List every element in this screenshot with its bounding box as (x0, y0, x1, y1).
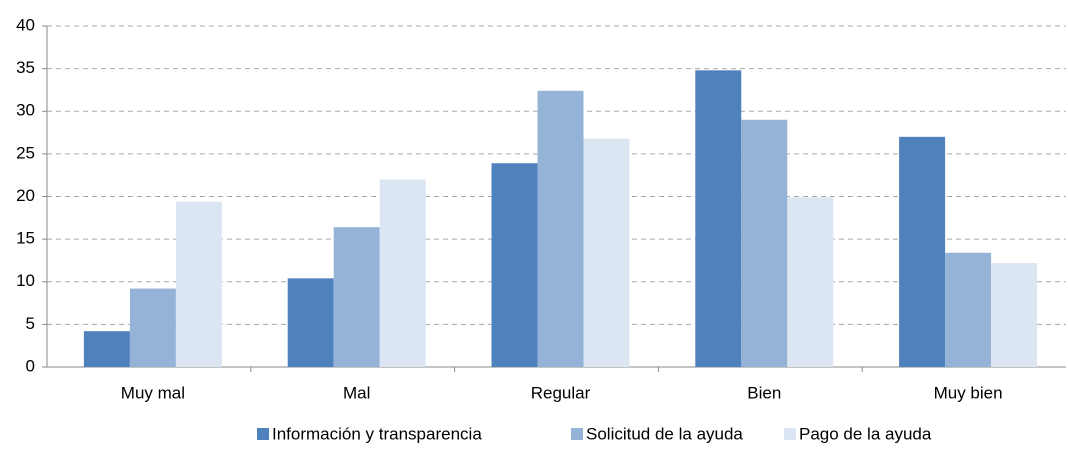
y-tick-label: 35 (16, 58, 35, 77)
legend-label: Solicitud de la ayuda (586, 424, 743, 443)
bar (129, 288, 176, 367)
x-tick-label: Muy mal (121, 383, 185, 402)
bar (287, 278, 334, 367)
y-tick-label: 30 (16, 101, 35, 120)
y-tick-label: 10 (16, 271, 35, 290)
bar (379, 179, 426, 367)
legend-label: Información y transparencia (272, 424, 482, 443)
bar (491, 163, 538, 367)
bar (991, 262, 1038, 367)
x-tick-label: Muy bien (934, 383, 1003, 402)
legend-swatch (257, 428, 269, 440)
bar (583, 138, 630, 367)
bar (741, 119, 788, 368)
bar (695, 70, 742, 367)
y-tick-label: 0 (26, 356, 35, 375)
x-tick-label: Regular (531, 383, 591, 402)
bar (537, 90, 584, 367)
y-tick-label: 40 (16, 15, 35, 34)
legend-swatch (571, 428, 583, 440)
legend-label: Pago de la ayuda (799, 424, 932, 443)
bar (787, 197, 834, 367)
bar (83, 331, 130, 367)
bar (945, 252, 992, 367)
bar (175, 201, 222, 367)
x-tick-label: Bien (747, 383, 781, 402)
y-tick-label: 15 (16, 229, 35, 248)
y-tick-label: 20 (16, 186, 35, 205)
legend-swatch (784, 428, 796, 440)
bar (333, 227, 380, 367)
x-tick-label: Mal (343, 383, 370, 402)
y-tick-label: 25 (16, 143, 35, 162)
y-tick-label: 5 (26, 314, 35, 333)
bar (899, 136, 946, 367)
